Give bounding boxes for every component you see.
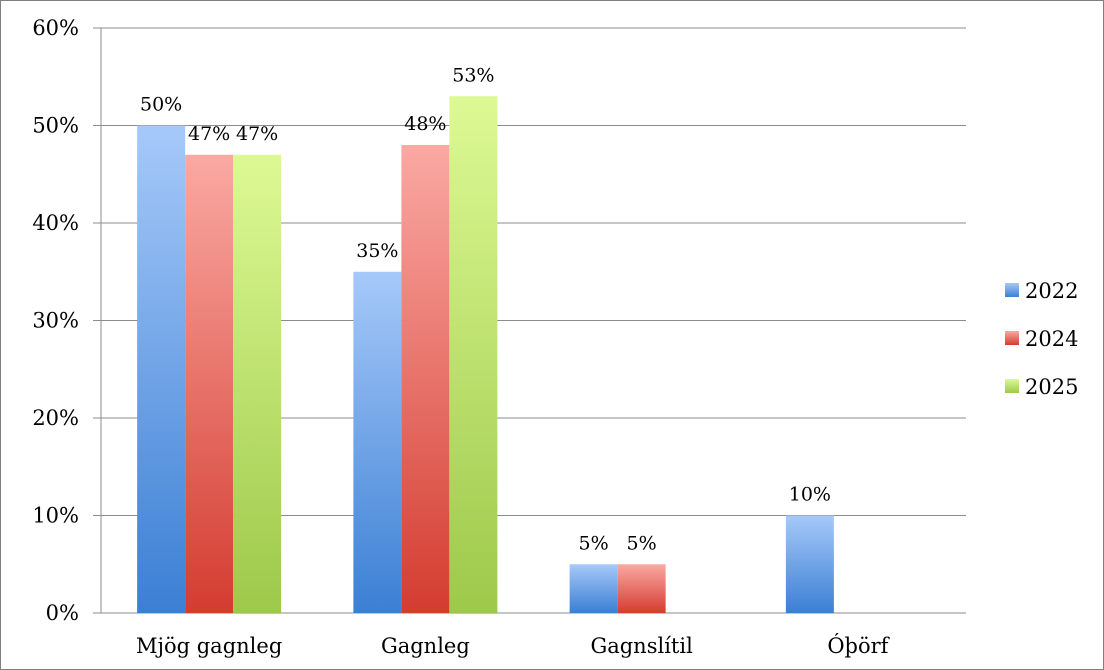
legend: 2022 2024 2025: [1005, 279, 1078, 399]
legend-swatch-2024: [1005, 331, 1019, 345]
y-tick-label: 50%: [32, 114, 79, 138]
data-label-2022-3: 10%: [789, 484, 831, 506]
data-label-2024-2: 5%: [627, 532, 657, 554]
y-tick-label: 60%: [32, 16, 79, 40]
bar-2022-3: [785, 515, 834, 613]
bar-2022-2: [569, 564, 618, 613]
bar-2024-2: [617, 564, 666, 613]
legend-swatch-2025: [1005, 379, 1019, 393]
bar-2022-1: [353, 271, 402, 613]
y-tick-label: 30%: [32, 309, 79, 333]
x-tick-label: Óþörf: [827, 633, 890, 658]
data-label-2022-1: 35%: [356, 240, 398, 262]
data-label-2022-0: 50%: [140, 94, 182, 116]
data-labels: 50% 47% 47% 35% 48% 53% 5% 5% 10%: [140, 64, 831, 554]
x-tick-label: Mjög gagnleg: [136, 634, 282, 658]
data-label-2024-1: 48%: [404, 113, 446, 135]
y-tick-label: 40%: [32, 211, 79, 235]
bars: [137, 96, 834, 613]
legend-label-2025: 2025: [1025, 375, 1078, 399]
bar-2025-0: [233, 154, 282, 613]
data-label-2025-1: 53%: [452, 64, 494, 86]
y-tick-label: 10%: [32, 504, 79, 528]
legend-label-2024: 2024: [1025, 327, 1078, 351]
data-label-2022-2: 5%: [579, 532, 609, 554]
bar-2022-0: [137, 125, 186, 613]
data-label-2025-0: 47%: [236, 123, 278, 145]
data-label-2024-0: 47%: [188, 123, 230, 145]
bar-2024-1: [401, 145, 450, 613]
y-tick-label: 20%: [32, 406, 79, 430]
legend-label-2022: 2022: [1025, 279, 1078, 303]
x-tick-label: Gagnslítil: [590, 634, 693, 658]
bar-2025-1: [449, 96, 498, 613]
legend-swatch-2022: [1005, 283, 1019, 297]
x-tick-label: Gagnleg: [381, 634, 470, 658]
bar-2024-0: [185, 154, 234, 613]
y-tick-label: 0%: [46, 601, 79, 625]
axes: 0% 10% 20% 30% 40% 50% 60% Mjög gagnleg Gagnleg G…: [32, 16, 890, 658]
